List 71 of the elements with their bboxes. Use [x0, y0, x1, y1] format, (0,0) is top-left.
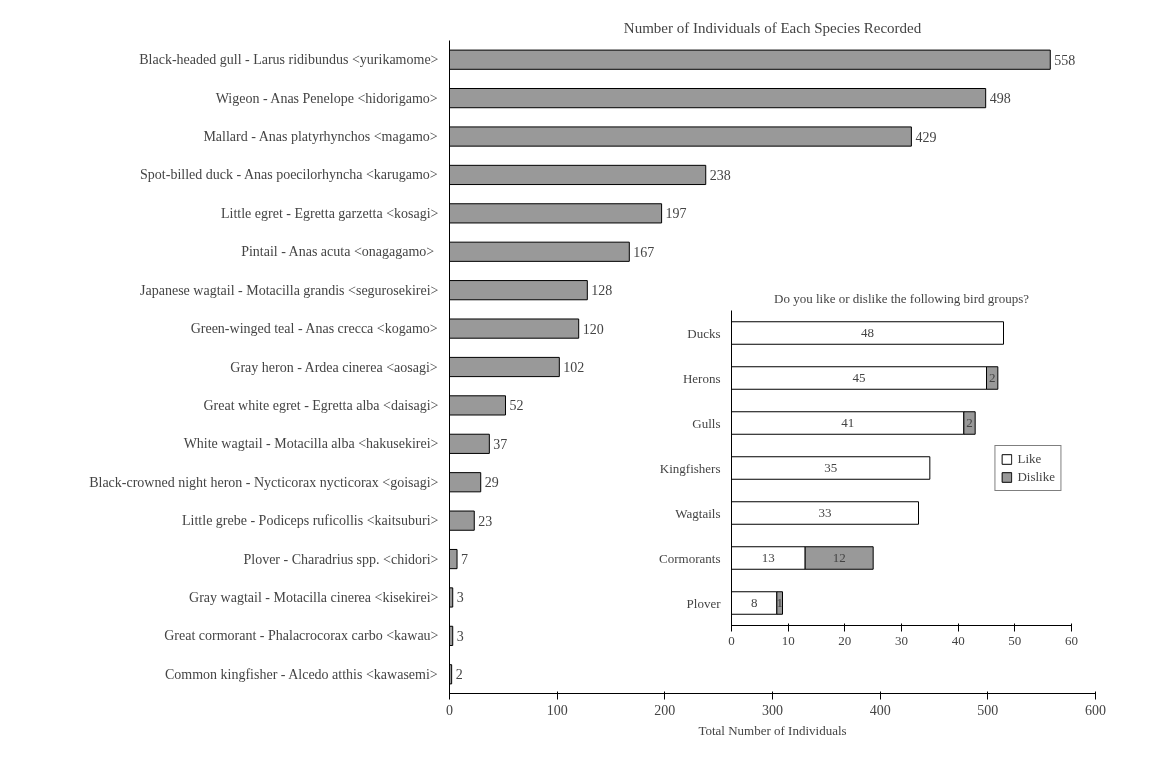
y-tick-label: Plover - Charadrius spp. <chidori> [243, 551, 439, 567]
legend-label: Like [1017, 450, 1042, 467]
y-tick-label: Kingfishers [659, 460, 721, 476]
data-label: 29 [484, 475, 499, 491]
data-label: 33 [818, 505, 832, 520]
data-label: 7 [461, 552, 469, 568]
y-tick-label: Common kingfisher - Alcedo atthis <kawasemi> [164, 666, 438, 682]
data-label: 102 [563, 360, 585, 375]
x-tick-label: 200 [654, 702, 676, 718]
data-label: 128 [591, 283, 613, 299]
y-tick-label: Mallard - Anas platyrhynchos <magamo> [203, 129, 438, 145]
x-tick-label: 500 [977, 702, 999, 718]
chart-title: Number of Individuals of Each Species Recorded [623, 19, 922, 36]
x-tick-label: 50 [1008, 632, 1022, 648]
y-tick-label: Gulls [692, 415, 721, 431]
y-tick-label: Great white egret - Egretta alba <daisagi> [203, 397, 439, 413]
x-tick-label: 20 [838, 632, 852, 648]
data-label: 3 [456, 590, 464, 606]
data-label: 48 [861, 325, 874, 340]
y-tick-label: Spot-billed duck - Anas poecilorhyncha <karugamo> [140, 167, 438, 183]
data-label: 429 [915, 129, 937, 145]
data-label: 8 [750, 595, 758, 610]
data-label: 197 [665, 206, 687, 222]
x-tick-label: 100 [546, 702, 568, 718]
y-tick-label: Herons [682, 370, 721, 386]
y-tick-label: Little grebe - Podiceps ruficollis <kaitsuburi> [182, 513, 439, 529]
data-label: 2 [988, 370, 996, 385]
y-tick-label: Gray wagtail - Motacilla cinerea <kisekirei> [189, 589, 439, 605]
data-label: 37 [493, 436, 508, 452]
x-tick-label: 300 [762, 702, 783, 718]
legend-label: Dislike [1017, 468, 1055, 485]
x-tick-label: 600 [1085, 702, 1106, 718]
data-label: 3 [456, 628, 464, 644]
y-tick-label: Ducks [687, 325, 721, 341]
data-label: 35 [824, 460, 838, 475]
chart-title: Do you like or dislike the following bird groups? [774, 290, 1030, 306]
y-tick-label: Japanese wagtail - Motacilla grandis <segurosekirei> [140, 282, 439, 298]
y-tick-label: Pintail - Anas acuta <onagagamo> [241, 244, 435, 260]
data-label: 238 [709, 167, 731, 183]
data-label: 23 [478, 513, 493, 529]
x-tick-label: 40 [951, 632, 965, 648]
x-tick-label: 0 [446, 702, 453, 718]
y-tick-label: Great cormorant - Phalacrocorax carbo <kawau> [164, 628, 439, 644]
data-label: 558 [1054, 52, 1076, 68]
data-label: 2 [455, 667, 463, 683]
y-tick-label: Wagtails [675, 505, 721, 521]
data-label: 13 [761, 550, 775, 565]
x-tick-label: 10 [781, 632, 795, 648]
y-tick-label: Black-headed gull - Larus ridibundus <yurikamome> [139, 52, 439, 68]
x-tick-label: 400 [869, 702, 891, 718]
y-tick-label: Plover [686, 595, 722, 611]
y-tick-label: Little egret - Egretta garzetta <kosagi> [220, 205, 439, 221]
data-label: 12 [832, 550, 846, 565]
data-label: 45 [852, 370, 866, 385]
y-tick-label: Black-crowned night heron - Nycticorax nycticorax <goisagi> [89, 474, 439, 490]
data-label: 167 [633, 244, 655, 260]
x-axis-title: Total Number of Individuals [698, 722, 847, 738]
y-tick-label: Wigeon - Anas Penelope <hidorigamo> [215, 90, 438, 106]
data-label: 41 [841, 415, 855, 430]
x-tick-label: 60 [1065, 632, 1078, 648]
data-label: 120 [582, 321, 604, 337]
x-tick-label: 30 [895, 632, 908, 648]
y-tick-label: Gray heron - Ardea cinerea <aosagi> [230, 359, 438, 375]
y-tick-label: White wagtail - Motacilla alba <hakusekirei> [183, 436, 439, 452]
y-tick-label: Cormorants [659, 550, 721, 566]
data-label: 2 [966, 415, 973, 430]
data-label: 498 [989, 91, 1011, 107]
data-label: 52 [509, 398, 524, 414]
data-label: 1 [776, 595, 783, 610]
y-tick-label: Green-winged teal - Anas crecca <kogamo> [190, 321, 438, 337]
x-tick-label: 0 [728, 632, 735, 648]
